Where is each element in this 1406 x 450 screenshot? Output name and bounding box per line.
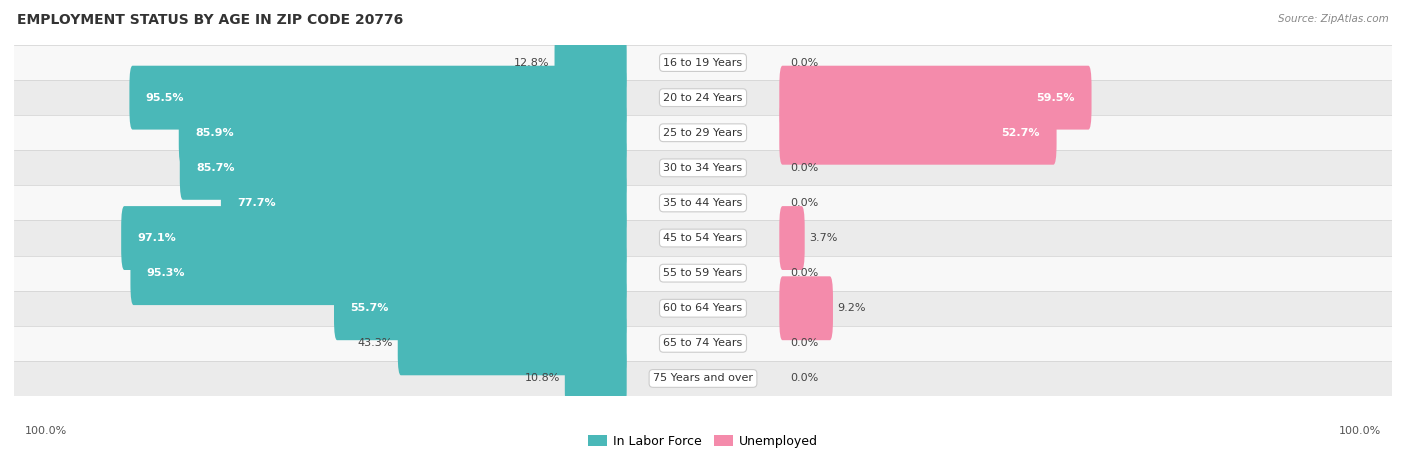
Text: 25 to 29 Years: 25 to 29 Years <box>664 128 742 138</box>
FancyBboxPatch shape <box>398 311 627 375</box>
Text: 60 to 64 Years: 60 to 64 Years <box>664 303 742 313</box>
Text: 0.0%: 0.0% <box>790 58 818 68</box>
Text: 97.1%: 97.1% <box>138 233 176 243</box>
FancyBboxPatch shape <box>131 241 627 305</box>
Text: 65 to 74 Years: 65 to 74 Years <box>664 338 742 348</box>
FancyBboxPatch shape <box>121 206 627 270</box>
Text: 75 Years and over: 75 Years and over <box>652 374 754 383</box>
Text: 0.0%: 0.0% <box>790 268 818 278</box>
Text: 0.0%: 0.0% <box>790 374 818 383</box>
Text: 43.3%: 43.3% <box>357 338 392 348</box>
Text: 85.9%: 85.9% <box>195 128 233 138</box>
Text: 52.7%: 52.7% <box>1001 128 1040 138</box>
FancyBboxPatch shape <box>180 136 627 200</box>
Text: 85.7%: 85.7% <box>197 163 235 173</box>
FancyBboxPatch shape <box>221 171 627 235</box>
Text: 0.0%: 0.0% <box>790 338 818 348</box>
Bar <box>14 291 1392 326</box>
Bar <box>14 185 1392 220</box>
Text: 59.5%: 59.5% <box>1036 93 1076 103</box>
Text: 77.7%: 77.7% <box>238 198 276 208</box>
Text: 35 to 44 Years: 35 to 44 Years <box>664 198 742 208</box>
Bar <box>14 80 1392 115</box>
Bar <box>14 220 1392 256</box>
Bar <box>14 115 1392 150</box>
Text: 3.7%: 3.7% <box>810 233 838 243</box>
FancyBboxPatch shape <box>565 346 627 410</box>
Text: 55.7%: 55.7% <box>350 303 389 313</box>
FancyBboxPatch shape <box>779 206 804 270</box>
Bar <box>14 361 1392 396</box>
Legend: In Labor Force, Unemployed: In Labor Force, Unemployed <box>583 430 823 450</box>
Text: 0.0%: 0.0% <box>790 163 818 173</box>
Text: 95.5%: 95.5% <box>146 93 184 103</box>
Text: 0.0%: 0.0% <box>790 198 818 208</box>
Bar <box>14 256 1392 291</box>
Text: EMPLOYMENT STATUS BY AGE IN ZIP CODE 20776: EMPLOYMENT STATUS BY AGE IN ZIP CODE 207… <box>17 14 404 27</box>
Text: 20 to 24 Years: 20 to 24 Years <box>664 93 742 103</box>
Text: 12.8%: 12.8% <box>515 58 550 68</box>
Text: 45 to 54 Years: 45 to 54 Years <box>664 233 742 243</box>
Bar <box>14 150 1392 185</box>
Text: 30 to 34 Years: 30 to 34 Years <box>664 163 742 173</box>
Text: 10.8%: 10.8% <box>524 374 560 383</box>
Bar <box>14 45 1392 80</box>
Text: 95.3%: 95.3% <box>146 268 186 278</box>
Text: 100.0%: 100.0% <box>1339 426 1381 436</box>
Text: 55 to 59 Years: 55 to 59 Years <box>664 268 742 278</box>
Text: Source: ZipAtlas.com: Source: ZipAtlas.com <box>1278 14 1389 23</box>
FancyBboxPatch shape <box>779 66 1091 130</box>
FancyBboxPatch shape <box>779 101 1056 165</box>
FancyBboxPatch shape <box>554 31 627 94</box>
FancyBboxPatch shape <box>335 276 627 340</box>
Text: 100.0%: 100.0% <box>25 426 67 436</box>
FancyBboxPatch shape <box>129 66 627 130</box>
FancyBboxPatch shape <box>779 276 832 340</box>
Bar <box>14 326 1392 361</box>
Text: 16 to 19 Years: 16 to 19 Years <box>664 58 742 68</box>
Text: 9.2%: 9.2% <box>838 303 866 313</box>
FancyBboxPatch shape <box>179 101 627 165</box>
